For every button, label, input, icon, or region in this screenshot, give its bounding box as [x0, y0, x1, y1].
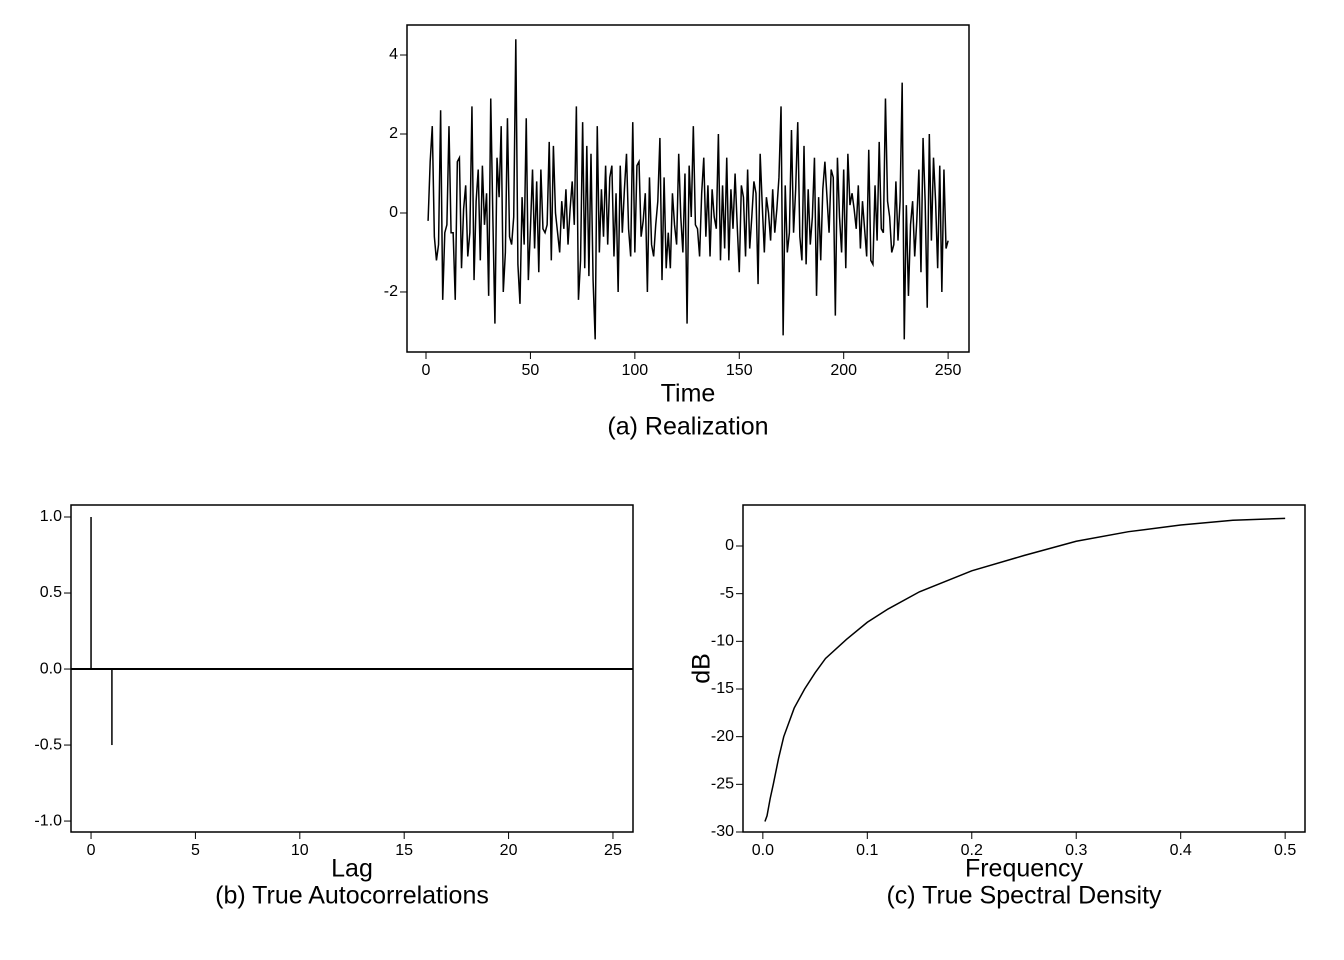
x-tick-label: 0.5: [1274, 842, 1296, 859]
x-tick-label: 0: [422, 362, 431, 379]
x-tick-label: 0.2: [961, 842, 983, 859]
caption: (b) True Autocorrelations: [215, 882, 489, 910]
x-tick-label: 0.3: [1065, 842, 1087, 859]
x-tick-label: 150: [726, 362, 753, 379]
y-tick-label: -1.0: [34, 812, 62, 829]
plot-frame: [742, 504, 1306, 833]
y-axis-label: dB: [688, 653, 716, 684]
plot-frame: [406, 24, 970, 353]
y-tick-label: 2: [389, 125, 398, 142]
x-axis-label: Frequency: [965, 855, 1084, 883]
y-tick-label: 0: [725, 537, 734, 554]
x-tick-label: 250: [935, 362, 962, 379]
y-tick-label: -15: [711, 680, 734, 697]
series-line: [764, 517, 1286, 822]
x-tick-label: 50: [522, 362, 540, 379]
x-tick-label: 0.0: [752, 842, 774, 859]
x-tick-label: 5: [191, 842, 200, 859]
y-tick-label: 0.5: [40, 584, 62, 601]
y-tick-label: -0.5: [34, 736, 62, 753]
x-tick-label: 25: [604, 842, 622, 859]
x-tick-label: 200: [830, 362, 857, 379]
y-tick-label: -2: [384, 283, 398, 300]
x-axis-label: Lag: [331, 855, 373, 883]
y-tick-label: 1.0: [40, 508, 62, 525]
y-tick-label: -20: [711, 728, 734, 745]
y-tick-label: 0: [389, 204, 398, 221]
x-tick-label: 0.4: [1170, 842, 1192, 859]
series-line: [427, 39, 949, 340]
y-tick-label: -5: [720, 585, 734, 602]
x-axis-label: Time: [661, 380, 716, 408]
y-tick-label: -30: [711, 823, 734, 840]
x-tick-label: 0: [87, 842, 96, 859]
caption: (c) True Spectral Density: [886, 882, 1162, 910]
x-tick-label: 20: [500, 842, 518, 859]
y-tick-label: 0.0: [40, 660, 62, 677]
x-tick-label: 10: [291, 842, 309, 859]
x-tick-label: 100: [621, 362, 648, 379]
y-tick-label: 4: [389, 46, 398, 63]
caption: (a) Realization: [607, 413, 768, 441]
y-tick-label: -25: [711, 776, 734, 793]
y-tick-label: -10: [711, 633, 734, 650]
x-tick-label: 15: [395, 842, 413, 859]
x-tick-label: 0.1: [856, 842, 878, 859]
